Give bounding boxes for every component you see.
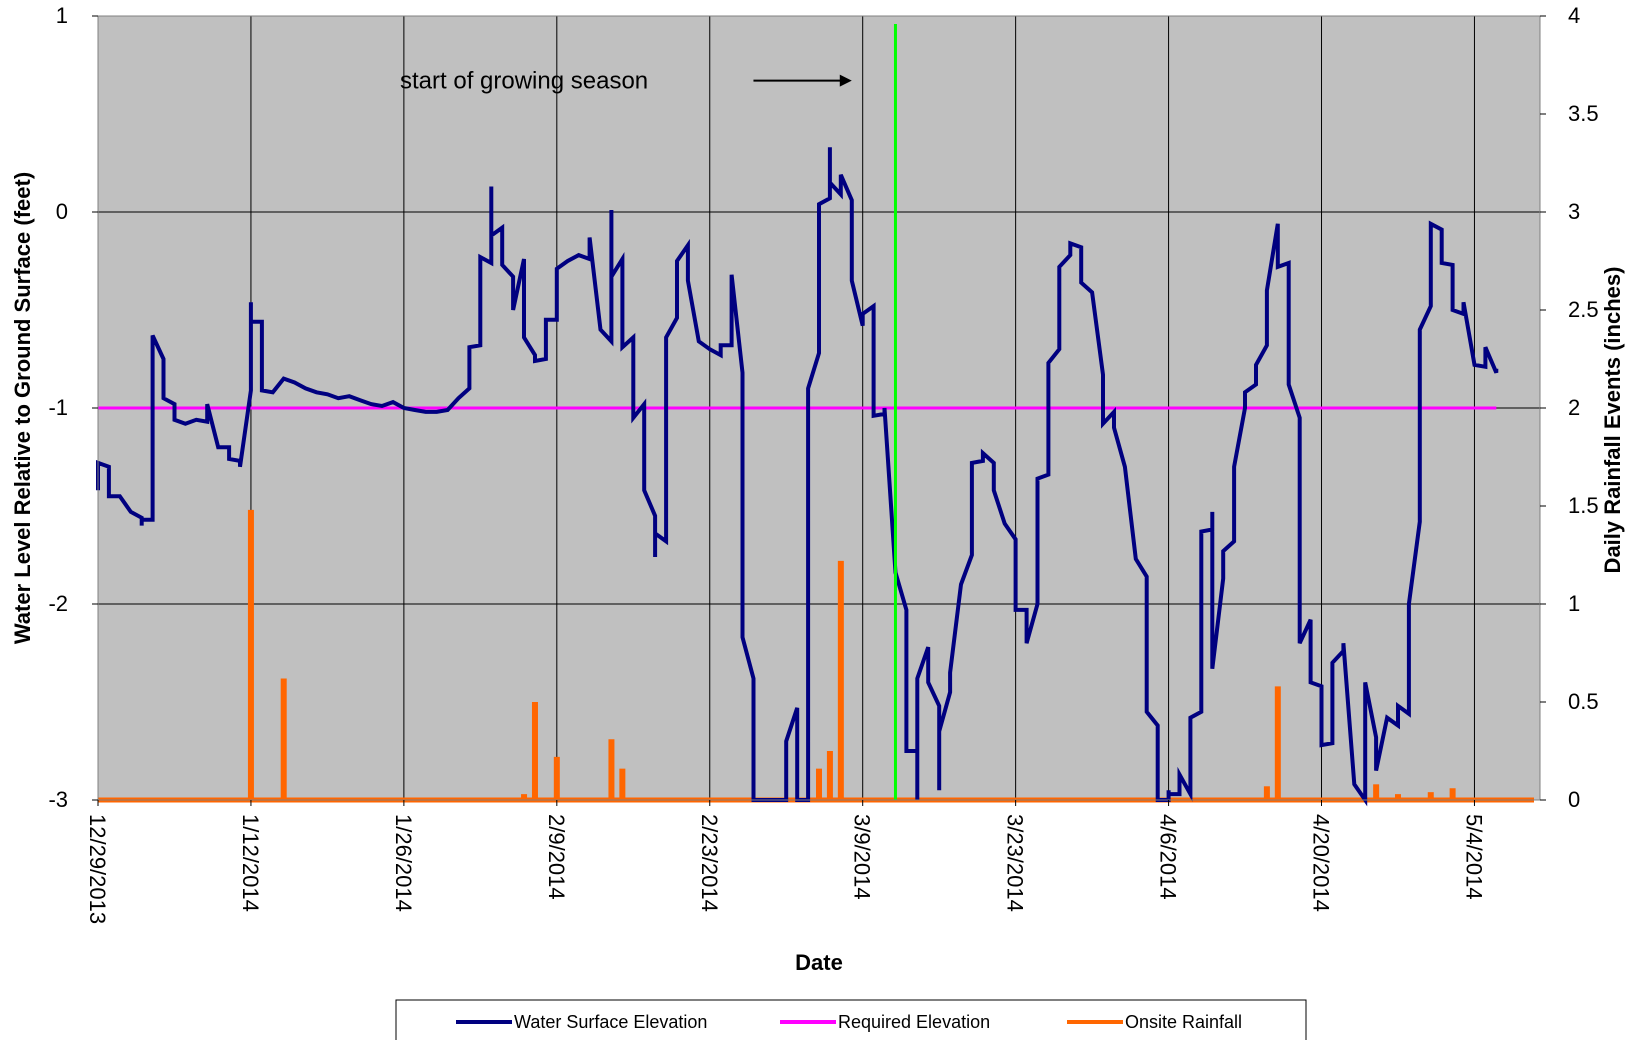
y2-tick-label: 3 xyxy=(1568,199,1580,224)
legend-label-onsite-rainfall: Onsite Rainfall xyxy=(1125,1012,1242,1032)
y2-tick-label: 3.5 xyxy=(1568,101,1599,126)
legend: Water Surface Elevation Required Elevati… xyxy=(395,999,1307,1045)
legend-label-required-elevation: Required Elevation xyxy=(838,1012,990,1032)
annotation-arrowhead xyxy=(839,74,852,87)
y2-tick-label: 2 xyxy=(1568,395,1580,420)
x-tick-label: 1/26/2014 xyxy=(391,814,416,912)
x-axis-label: Date xyxy=(795,950,843,975)
y-tick-label: -3 xyxy=(48,787,68,812)
y2-tick-label: 1 xyxy=(1568,591,1580,616)
y-tick-label: 0 xyxy=(56,199,68,224)
left-axis-ticks: -3 -2 -1 0 1 xyxy=(48,3,98,812)
y-tick-label: -1 xyxy=(48,395,68,420)
annotation-text: start of growing season xyxy=(400,68,648,95)
x-tick-label: 1/12/2014 xyxy=(238,814,263,912)
y2-tick-label: 0 xyxy=(1568,787,1580,812)
x-tick-label: 5/4/2014 xyxy=(1461,814,1486,900)
y2-axis-label: Daily Rainfall Events (inches) xyxy=(1600,267,1625,574)
y2-tick-label: 4 xyxy=(1568,3,1580,28)
x-tick-label: 3/9/2014 xyxy=(850,814,875,900)
x-tick-label: 2/23/2014 xyxy=(697,814,722,912)
y2-tick-label: 2.5 xyxy=(1568,297,1599,322)
y-tick-label: -2 xyxy=(48,591,68,616)
legend-label-water-surface: Water Surface Elevation xyxy=(514,1012,707,1032)
x-tick-label: 4/20/2014 xyxy=(1309,814,1334,912)
y2-tick-label: 0.5 xyxy=(1568,689,1599,714)
x-tick-label: 3/23/2014 xyxy=(1003,814,1028,912)
legend-box xyxy=(395,999,1307,1045)
right-axis-ticks: 0 0.5 1 1.5 2 2.5 3 3.5 4 xyxy=(1540,3,1599,812)
y-axis-label: Water Level Relative to Ground Surface (… xyxy=(10,172,35,644)
x-tick-label: 4/6/2014 xyxy=(1156,814,1181,900)
water-surface-line xyxy=(96,147,1499,807)
y-tick-label: 1 xyxy=(56,3,68,28)
x-tick-label: 2/9/2014 xyxy=(544,814,569,900)
x-tick-label: 12/29/2013 xyxy=(85,814,110,924)
x-axis-ticks: 12/29/2013 1/12/2014 1/26/2014 2/9/2014 2/23… xyxy=(85,800,1486,924)
y2-tick-label: 1.5 xyxy=(1568,493,1599,518)
water-surface-series xyxy=(96,147,1499,807)
